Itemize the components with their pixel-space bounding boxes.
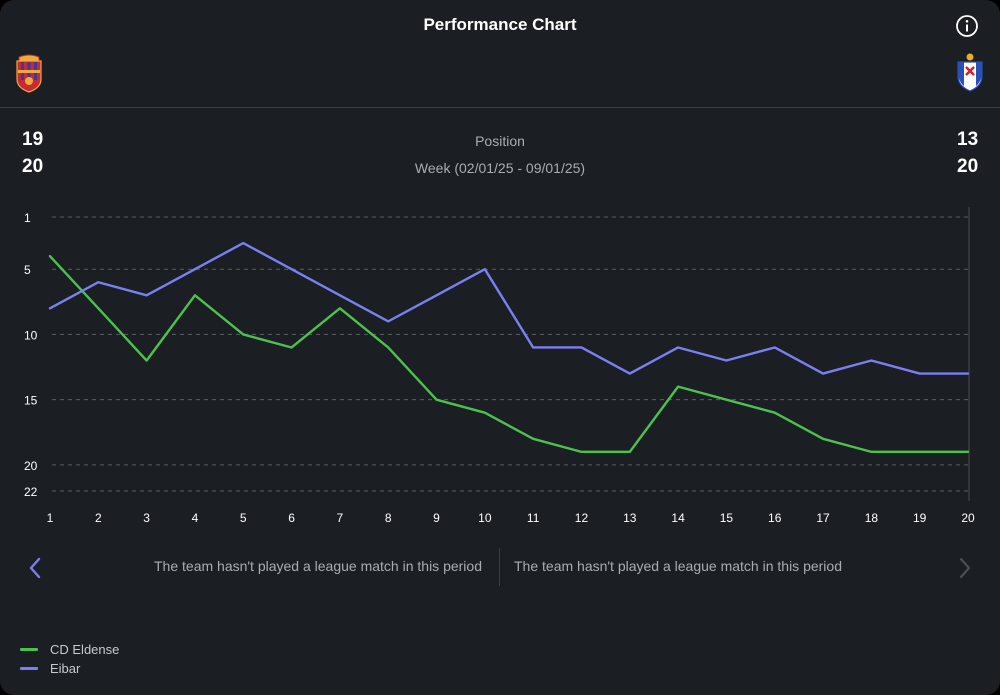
x-tick-label-12: 12 [575, 511, 589, 525]
away-no-match-message: The team hasn't played a league match in… [514, 558, 842, 574]
legend-label-away: Eibar [50, 661, 81, 676]
y-tick-label-22: 22 [24, 485, 38, 499]
x-tick-label-19: 19 [913, 511, 927, 525]
page-title: Performance Chart [423, 15, 577, 34]
card-header: Performance Chart [0, 0, 1000, 108]
home-no-match-message: The team hasn't played a league match in… [154, 558, 482, 574]
x-tick-label-6: 6 [288, 511, 295, 525]
home-team-crest-icon [16, 54, 42, 93]
x-tick-label-5: 5 [240, 511, 247, 525]
x-tick-label-4: 4 [192, 511, 199, 525]
legend-item-home: CD Eldense [20, 642, 119, 657]
y-tick-label-1: 1 [24, 211, 31, 225]
away-position: 13 [957, 129, 979, 150]
x-tick-label-8: 8 [385, 511, 392, 525]
legend-label-home: CD Eldense [50, 642, 120, 657]
home-position: 19 [22, 129, 44, 150]
x-tick-label-13: 13 [623, 511, 637, 525]
away-total: 20 [957, 156, 979, 177]
week-range: Week (02/01/25 - 09/01/25) [414, 160, 586, 176]
x-tick-label-1: 1 [47, 511, 54, 525]
chevron-right-icon [959, 557, 971, 579]
x-tick-label-10: 10 [478, 511, 492, 525]
y-tick-label-10: 10 [24, 328, 38, 342]
x-tick-label-20: 20 [961, 511, 975, 525]
away-team-crest-icon [957, 53, 983, 92]
x-tick-label-3: 3 [143, 511, 150, 525]
y-tick-label-15: 15 [24, 394, 38, 408]
x-tick-label-2: 2 [95, 511, 102, 525]
message-divider [499, 548, 500, 586]
x-tick-label-17: 17 [816, 511, 830, 525]
x-tick-label-14: 14 [671, 511, 685, 525]
y-tick-label-5: 5 [24, 263, 31, 277]
chevron-left-icon[interactable] [24, 555, 46, 581]
stat-label: Position [475, 133, 525, 149]
x-tick-label-7: 7 [337, 511, 344, 525]
legend-swatch-home [20, 648, 38, 651]
x-tick-label-9: 9 [433, 511, 440, 525]
home-total: 20 [22, 156, 44, 177]
y-tick-label-20: 20 [24, 459, 38, 473]
series-line-away [48, 241, 970, 375]
x-tick-label-18: 18 [865, 511, 879, 525]
legend-item-away: Eibar [20, 661, 80, 676]
x-tick-label-15: 15 [720, 511, 734, 525]
legend-swatch-away [20, 667, 38, 670]
info-icon[interactable] [955, 14, 979, 38]
x-tick-label-16: 16 [768, 511, 782, 525]
x-tick-label-11: 11 [527, 511, 540, 525]
series-line-home [48, 254, 970, 454]
